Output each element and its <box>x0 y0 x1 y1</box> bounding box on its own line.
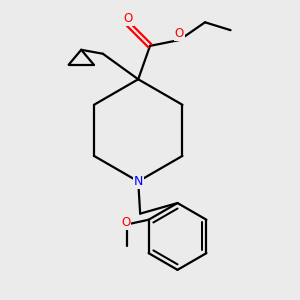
Text: O: O <box>175 27 184 40</box>
Text: O: O <box>124 12 133 25</box>
Text: N: N <box>134 175 143 188</box>
Text: O: O <box>121 216 130 229</box>
